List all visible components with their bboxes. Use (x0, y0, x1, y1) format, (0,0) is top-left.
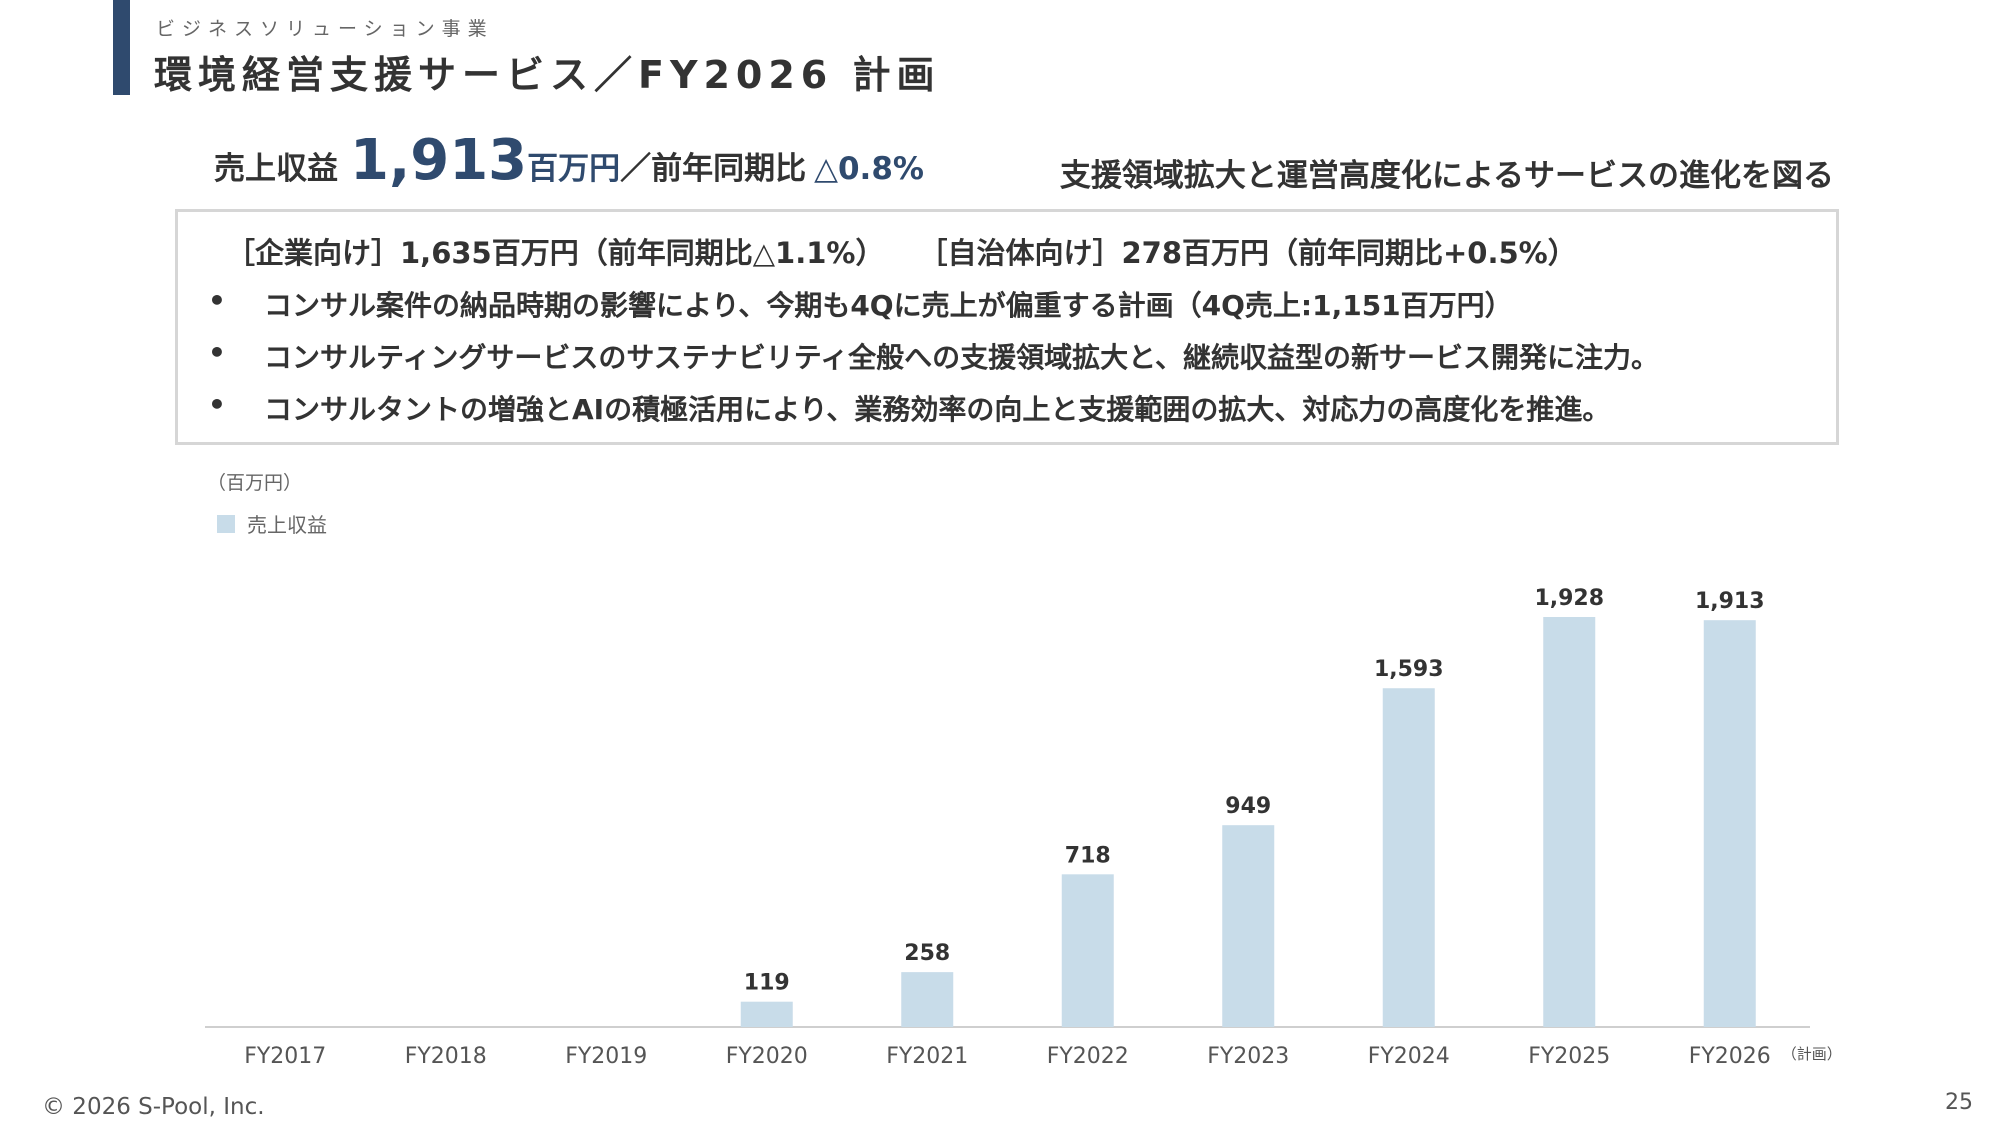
list-item: • コンサルティングサービスのサステナビリティ全般への支援領域拡大と、継続収益型の… (208, 336, 1659, 388)
highlight-box: ［企業向け］1,635百万円（前年同期比△1.1%） ［自治体向け］278百万円（… (175, 209, 1839, 445)
x-tick-label: FY2017 (244, 1044, 326, 1069)
yoy-value: △0.8% (814, 151, 924, 187)
x-tick-label: FY2025 (1528, 1044, 1610, 1069)
list-item: • コンサル案件の納品時期の影響により、今期も4Qに売上が偏重する計画（4Q売上:… (208, 284, 1659, 336)
municipal-segment: ［自治体向け］278百万円（前年同期比+0.5%） (918, 236, 1577, 270)
data-label-fy2020: 119 (744, 971, 790, 996)
bullet-text: コンサル案件の納品時期の影響により、今期も4Qに売上が偏重する計画（4Q売上:1… (264, 289, 1513, 322)
data-label-fy2025: 1,928 (1534, 586, 1604, 611)
page-title: 環境経営支援サービス／FY2026 計画 (154, 53, 941, 97)
legend-label: 売上収益 (247, 513, 327, 537)
title-accent-bar (113, 0, 130, 95)
x-tick-label: FY2021 (886, 1044, 968, 1069)
bullet-dot: • (208, 336, 226, 369)
chart-legend: 売上収益 (217, 509, 327, 538)
bar-fy2026 (1703, 620, 1756, 1027)
strategy-tagline: 支援領域拡大と運営高度化によるサービスの進化を図る (1059, 158, 1834, 194)
x-tick-label: FY2020 (726, 1044, 808, 1069)
bar-fy2025 (1543, 617, 1596, 1027)
revenue-label: 売上収益 (214, 151, 338, 187)
x-tick-label: FY2022 (1047, 1044, 1129, 1069)
bar-fy2024 (1382, 688, 1435, 1027)
bullet-dot: • (208, 284, 226, 317)
bar-fy2022 (1061, 874, 1114, 1027)
chart-unit-label: （百万円） (207, 472, 303, 494)
revenue-summary: 売上収益 1,913 百万円 ／前年同期比 △0.8% (214, 128, 924, 198)
page-number: 25 (1945, 1090, 1973, 1115)
list-item: • コンサルタントの増強とAIの積極活用により、業務効率の向上と支援範囲の拡大、対… (208, 388, 1659, 440)
bullet-text: コンサルタントの増強とAIの積極活用により、業務効率の向上と支援範囲の拡大、対応… (264, 393, 1611, 426)
yoy-label: ／前年同期比 (620, 151, 807, 187)
segment-breakdown: ［企業向け］1,635百万円（前年同期比△1.1%） ［自治体向け］278百万円（… (226, 230, 1577, 272)
bar-fy2020 (740, 1001, 793, 1027)
x-tick-label: FY2024 (1368, 1044, 1450, 1069)
x-tick-note: （計画） (1782, 1045, 1842, 1063)
copyright: © 2026 S-Pool, Inc. (42, 1094, 265, 1120)
data-label-fy2021: 258 (904, 941, 950, 966)
bar-fy2023 (1222, 825, 1275, 1027)
x-tick-label: FY2026 (1689, 1044, 1771, 1069)
revenue-value: 1,913 (350, 128, 528, 193)
data-label-fy2026: 1,913 (1695, 589, 1765, 614)
data-label-fy2023: 949 (1225, 794, 1271, 819)
corporate-segment: ［企業向け］1,635百万円（前年同期比△1.1%） (226, 236, 885, 270)
data-label-fy2022: 718 (1065, 843, 1111, 868)
data-label-fy2024: 1,593 (1374, 657, 1444, 682)
bullet-list: • コンサル案件の納品時期の影響により、今期も4Qに売上が偏重する計画（4Q売上:… (208, 284, 1659, 440)
x-tick-label: FY2018 (405, 1044, 487, 1069)
bar-fy2021 (901, 972, 954, 1027)
section-subtitle: ビジネスソリューション事業 (156, 18, 494, 40)
legend-swatch (217, 514, 235, 533)
bullet-text: コンサルティングサービスのサステナビリティ全般への支援領域拡大と、継続収益型の新… (264, 341, 1659, 374)
x-tick-label: FY2023 (1207, 1044, 1289, 1069)
revenue-unit: 百万円 (527, 151, 621, 187)
bullet-dot: • (208, 388, 226, 421)
x-tick-label: FY2019 (565, 1044, 647, 1069)
